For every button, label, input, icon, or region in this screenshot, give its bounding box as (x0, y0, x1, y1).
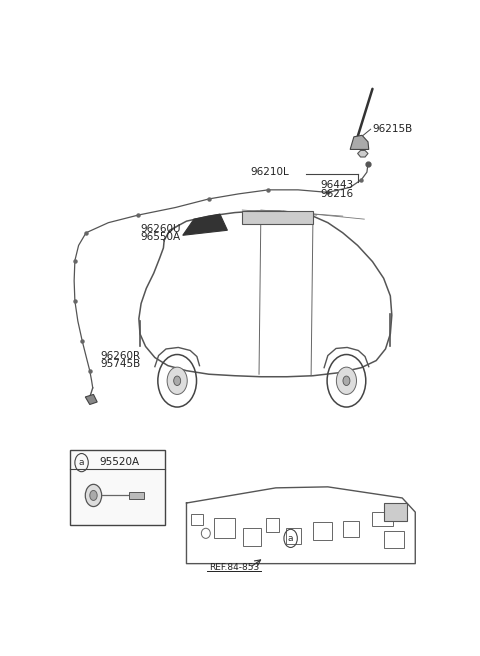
Polygon shape (183, 214, 228, 236)
Bar (384, 531, 404, 548)
Bar (313, 522, 332, 540)
Circle shape (85, 484, 102, 506)
Text: 96215B: 96215B (372, 124, 413, 134)
Bar (384, 503, 407, 521)
Text: a: a (288, 534, 293, 543)
Polygon shape (358, 150, 368, 157)
Bar (243, 528, 261, 546)
Circle shape (174, 376, 180, 386)
Text: 96550A: 96550A (140, 232, 180, 242)
Text: REF.84-853: REF.84-853 (209, 564, 259, 572)
Text: 96216: 96216 (321, 189, 354, 199)
Bar (71, 450, 165, 525)
Polygon shape (85, 394, 97, 405)
Bar (191, 514, 203, 525)
Bar (286, 528, 301, 544)
Bar (266, 518, 279, 532)
Polygon shape (350, 135, 369, 150)
Text: 95745B: 95745B (100, 359, 141, 369)
Bar (215, 518, 235, 539)
Bar (129, 492, 144, 499)
Bar (242, 211, 313, 224)
Circle shape (167, 367, 187, 394)
Text: a: a (79, 458, 84, 467)
Text: 96210L: 96210L (250, 167, 289, 177)
Text: 96260U: 96260U (140, 224, 180, 234)
Circle shape (343, 376, 350, 386)
Text: 96443: 96443 (321, 180, 354, 190)
Text: 95520A: 95520A (99, 457, 140, 466)
Bar (372, 512, 393, 526)
Text: 96260R: 96260R (100, 350, 140, 361)
Circle shape (336, 367, 357, 394)
Circle shape (90, 491, 97, 501)
Bar (343, 521, 360, 537)
